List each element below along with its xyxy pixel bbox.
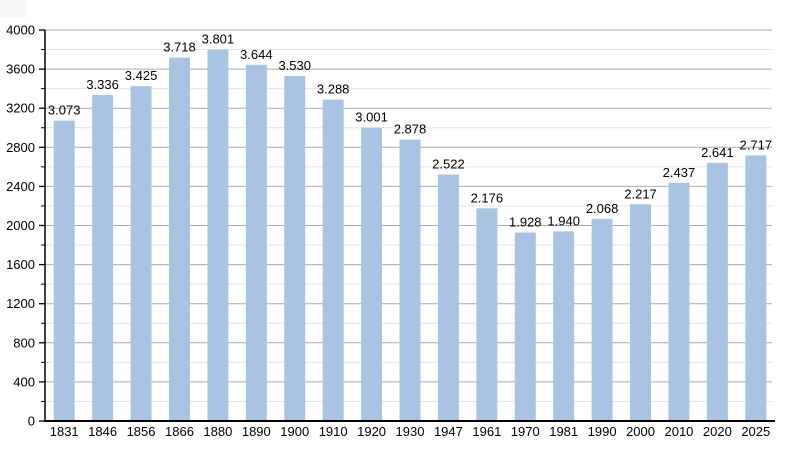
x-axis-label: 2020 bbox=[703, 424, 732, 439]
bar-1990 bbox=[591, 218, 613, 421]
y-axis-label: 1600 bbox=[6, 257, 35, 272]
bar-1856 bbox=[130, 86, 152, 422]
corner-artifact bbox=[0, 0, 26, 17]
x-axis-label: 1947 bbox=[434, 424, 463, 439]
x-axis-label: 2025 bbox=[741, 424, 770, 439]
y-axis-label: 0 bbox=[28, 414, 35, 429]
x-axis-label: 2000 bbox=[626, 424, 655, 439]
x-axis-label: 1970 bbox=[511, 424, 540, 439]
bar-1880 bbox=[207, 49, 229, 422]
bar-1831 bbox=[53, 120, 75, 421]
bar-value-label: 2.878 bbox=[394, 122, 427, 137]
bar-1866 bbox=[168, 57, 190, 422]
bar-value-label: 2.522 bbox=[432, 156, 465, 171]
y-axis-label: 400 bbox=[13, 374, 35, 389]
bar-value-label: 2.641 bbox=[701, 145, 734, 160]
bar-value-label: 3.801 bbox=[202, 31, 235, 46]
bar-value-label: 2.437 bbox=[663, 165, 696, 180]
bar-1900 bbox=[284, 75, 306, 421]
bar-2000 bbox=[630, 204, 652, 421]
x-axis-label: 1981 bbox=[549, 424, 578, 439]
bar-value-label: 3.425 bbox=[125, 68, 158, 83]
bar-value-label: 2.176 bbox=[471, 190, 504, 205]
x-axis-label: 1900 bbox=[280, 424, 309, 439]
x-axis-label: 1930 bbox=[396, 424, 425, 439]
bar-value-label: 3.718 bbox=[163, 40, 196, 55]
y-axis-label: 2000 bbox=[6, 218, 35, 233]
bar-value-label: 3.530 bbox=[278, 58, 311, 73]
x-axis-label: 1856 bbox=[127, 424, 156, 439]
y-axis-label: 2400 bbox=[6, 179, 35, 194]
bar-value-label: 1.928 bbox=[509, 215, 542, 230]
bar-1920 bbox=[361, 127, 383, 421]
y-axis-label: 1200 bbox=[6, 296, 35, 311]
bar-1947 bbox=[437, 174, 459, 421]
bar-1961 bbox=[476, 208, 498, 421]
bar-value-label: 3.336 bbox=[86, 77, 119, 92]
bar-2025 bbox=[745, 155, 767, 421]
x-axis-label: 1846 bbox=[88, 424, 117, 439]
x-axis-label: 2010 bbox=[664, 424, 693, 439]
y-axis-label: 800 bbox=[13, 335, 35, 350]
x-axis-label: 1990 bbox=[588, 424, 617, 439]
bar-1846 bbox=[92, 94, 114, 421]
y-axis-label: 3200 bbox=[6, 101, 35, 116]
bar-1930 bbox=[399, 139, 421, 421]
bar-value-label: 2.068 bbox=[586, 201, 619, 216]
bar-value-label: 2.217 bbox=[624, 186, 657, 201]
bar-1970 bbox=[514, 232, 536, 421]
y-axis-label: 4000 bbox=[6, 23, 35, 38]
x-axis-label: 1880 bbox=[203, 424, 232, 439]
bar-value-label: 3.288 bbox=[317, 82, 350, 97]
x-axis-label: 1920 bbox=[357, 424, 386, 439]
bar-1890 bbox=[245, 64, 267, 421]
bar-value-label: 3.001 bbox=[355, 110, 388, 125]
x-axis-label: 1866 bbox=[165, 424, 194, 439]
bar-1981 bbox=[553, 231, 575, 421]
bar-value-label: 3.644 bbox=[240, 47, 273, 62]
bar-value-label: 2.717 bbox=[740, 137, 773, 152]
bar-value-label: 1.940 bbox=[547, 213, 580, 228]
x-axis-label: 1831 bbox=[50, 424, 79, 439]
x-axis-label: 1890 bbox=[242, 424, 271, 439]
y-axis-label: 2800 bbox=[6, 140, 35, 155]
bar-2010 bbox=[668, 182, 690, 421]
bar-value-label: 3.073 bbox=[48, 103, 81, 118]
y-axis-label: 3600 bbox=[6, 62, 35, 77]
bar-2020 bbox=[706, 162, 728, 421]
x-axis-label: 1910 bbox=[319, 424, 348, 439]
bar-1910 bbox=[322, 99, 344, 422]
x-axis-label: 1961 bbox=[472, 424, 501, 439]
